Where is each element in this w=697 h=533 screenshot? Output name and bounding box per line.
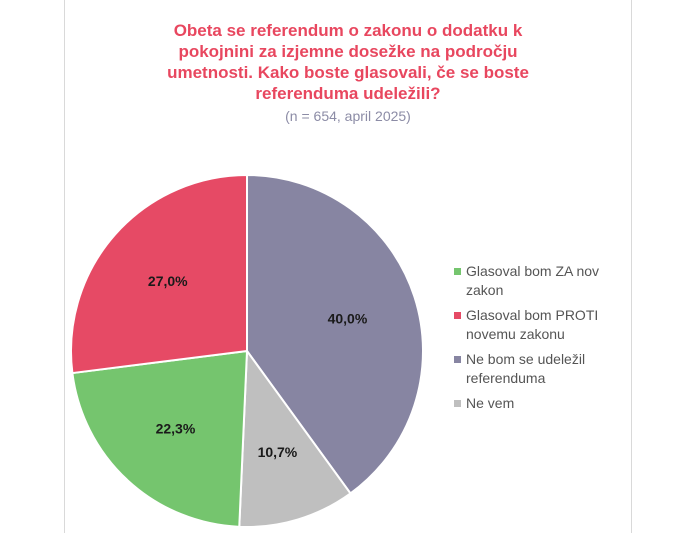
pie-slice (238, 348, 352, 528)
legend-swatch (454, 400, 461, 407)
legend-swatch (454, 356, 461, 363)
legend-label: Glasoval bom ZA nov (466, 263, 600, 279)
slice-data-label: 10,7% (258, 444, 298, 460)
legend-item: Glasoval bom PROTI novemu zakonu (454, 306, 634, 344)
slice-data-label: 22,3% (156, 421, 196, 437)
legend-label: Ne vem (466, 395, 515, 411)
chart-title-line: pokojnini za izjemne dosežke na področju (178, 42, 518, 61)
legend-label: Ne bom se udeležil (466, 351, 586, 367)
chart-title-line: umetnosti. Kako boste glasovali, če se b… (167, 63, 529, 82)
chart-subtitle: (n = 654, april 2025) (285, 108, 411, 124)
legend-item: Ne vem (454, 394, 634, 413)
pie-slice (70, 173, 248, 375)
legend-swatch (454, 312, 461, 319)
legend-label: referenduma (466, 370, 546, 386)
legend-label: zakon (466, 282, 504, 298)
legend-item: Glasoval bom ZA nov zakon (454, 262, 634, 300)
chart-title-line: referenduma udeležili? (255, 84, 441, 103)
legend-label: Glasoval bom PROTI (466, 307, 599, 323)
chart-title-line: Obeta se referendum o zakonu o dodatku k (173, 21, 523, 40)
pie-slice (246, 173, 424, 495)
pie-slice (71, 349, 249, 528)
chart-frame (64, 0, 632, 533)
chart-legend: Glasoval bom ZA nov zakon Glasoval bom PRO… (454, 262, 634, 419)
legend-item: Ne bom se udeležil referenduma (454, 350, 634, 388)
slice-data-label: 27,0% (148, 273, 188, 289)
chart-title: Obeta se referendum o zakonu o dodatku k… (64, 20, 632, 104)
slice-data-label: 40,0% (328, 310, 368, 326)
legend-label: novemu zakonu (466, 326, 565, 342)
legend-swatch (454, 268, 461, 275)
